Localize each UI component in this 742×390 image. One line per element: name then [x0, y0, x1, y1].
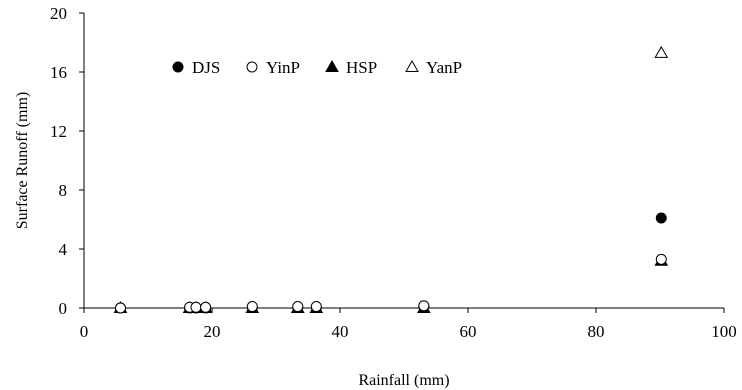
y-tick-label: 8: [59, 181, 68, 200]
x-tick-label: 80: [588, 322, 605, 341]
data-point-yinp: [655, 253, 667, 265]
data-point-yanp: [654, 45, 669, 58]
y-axis-title: Surface Runoff (mm): [14, 92, 31, 229]
legend-marker-yanp: [405, 59, 419, 72]
y-tick-label: 20: [50, 4, 67, 23]
x-tick-label: 100: [711, 322, 737, 341]
legend-marker-djs: [172, 61, 184, 73]
legend-label-yinp: YinP: [266, 58, 300, 77]
x-tick-label: 20: [204, 322, 221, 341]
data-point-yinp: [292, 301, 304, 313]
x-axis-title: Rainfall (mm): [358, 372, 449, 389]
legend: DJS YinP HSP YanP: [172, 58, 462, 77]
legend-label-hsp: HSP: [346, 58, 377, 77]
y-tick-label: 4: [59, 240, 68, 259]
data-point-yinp: [200, 301, 212, 313]
legend-label-djs: DJS: [192, 58, 220, 77]
data-point-yinp: [310, 301, 322, 313]
x-tick-label: 40: [332, 322, 349, 341]
y-tick-label: 0: [59, 299, 68, 318]
data-point-yinp: [418, 300, 430, 312]
data-point-yinp: [114, 302, 126, 314]
legend-label-yanp: YanP: [426, 58, 462, 77]
axes: 0 20 40 60 80 100 0 4 8 12 16 20: [50, 4, 737, 341]
legend-marker-hsp: [325, 59, 339, 72]
y-tick-label: 16: [50, 63, 67, 82]
legend-marker-yinp: [246, 61, 258, 73]
x-tick-label: 0: [80, 322, 89, 341]
data-point-yinp: [190, 301, 202, 313]
chart-marks: [113, 45, 669, 314]
data-point-yinp: [246, 301, 258, 313]
y-tick-label: 12: [50, 122, 67, 141]
x-tick-label: 60: [460, 322, 477, 341]
data-point-djs: [655, 212, 667, 224]
